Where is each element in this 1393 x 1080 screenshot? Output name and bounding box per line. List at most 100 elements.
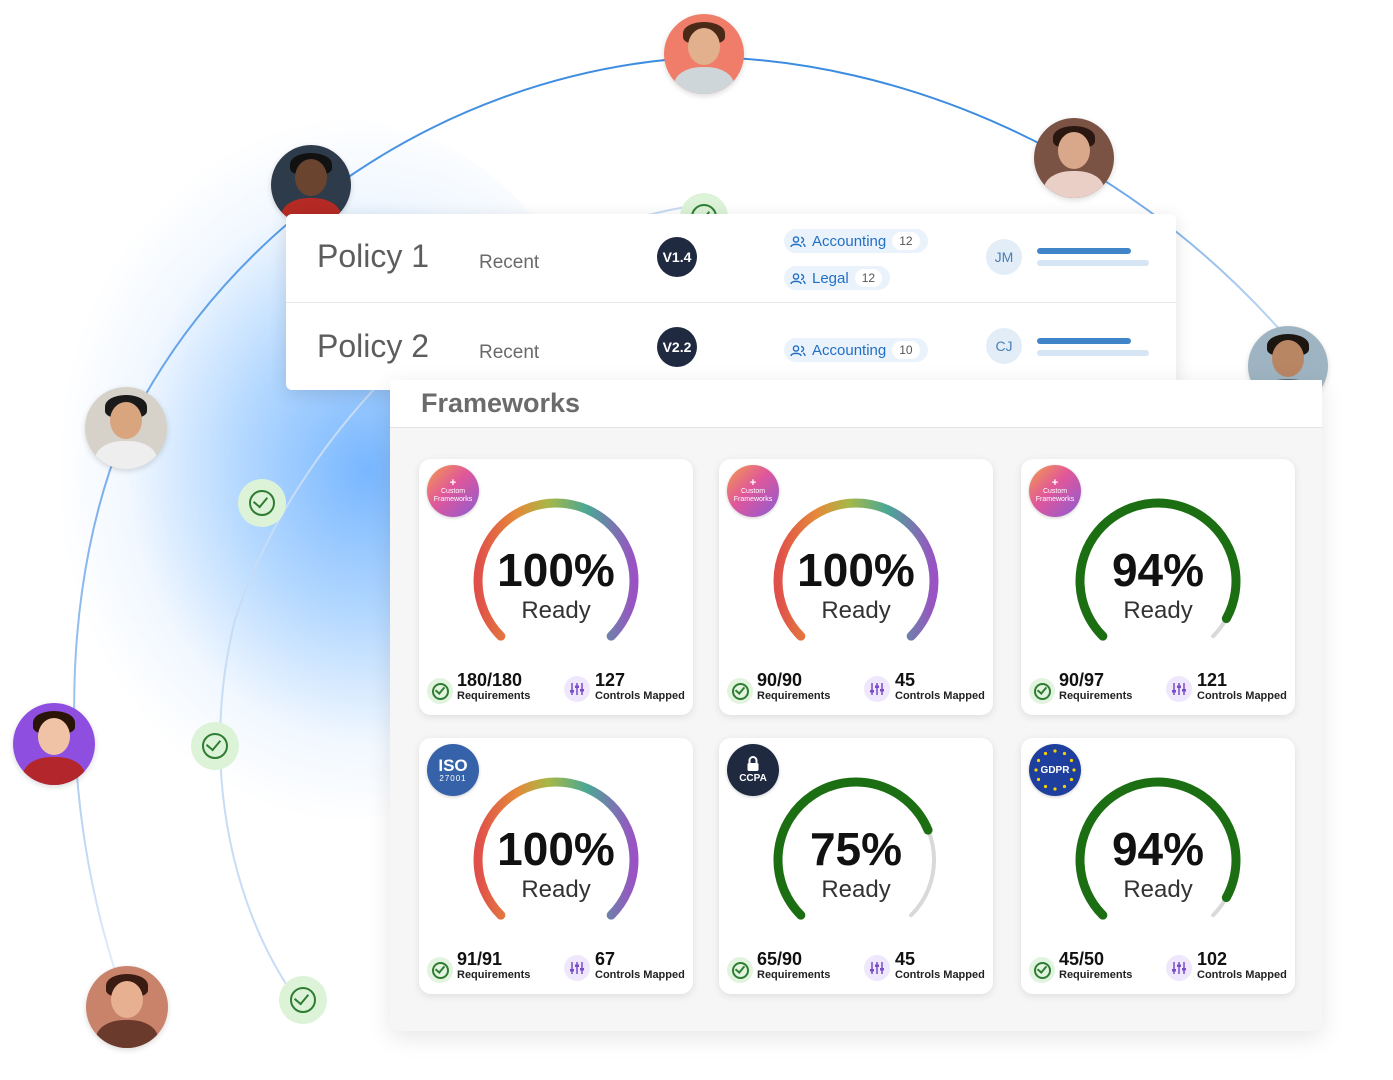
controls-sliders-icon bbox=[564, 676, 590, 702]
policy-name: Policy 2 bbox=[317, 328, 430, 364]
frameworks-header: Frameworks bbox=[390, 380, 1322, 428]
readiness-status: Ready bbox=[821, 876, 891, 903]
badge-text: 27001 bbox=[439, 774, 467, 783]
controls-sliders-icon bbox=[864, 955, 890, 981]
framework-logo: + Custom Frameworks bbox=[727, 465, 779, 517]
badge-text: Custom bbox=[1042, 487, 1068, 495]
requirements-label: Requirements bbox=[457, 969, 531, 981]
policy-row[interactable]: Policy 1 Recent V1.4 Accounting 12 Legal… bbox=[286, 214, 1176, 303]
progress-bar bbox=[1037, 248, 1131, 254]
gauge-arc bbox=[473, 777, 639, 920]
people-icon bbox=[790, 272, 806, 285]
version-badge: V1.4 bbox=[657, 237, 697, 277]
requirements-label: Requirements bbox=[757, 969, 831, 981]
controls-label: Controls Mapped bbox=[595, 969, 685, 981]
badge-text: Frameworks bbox=[1035, 495, 1075, 503]
readiness-status: Ready bbox=[521, 597, 591, 624]
framework-card[interactable]: + Custom Frameworks 100% Ready 90/90 Requireme… bbox=[719, 459, 993, 715]
badge-text: GDPR bbox=[1040, 764, 1070, 776]
version-badge: V2.2 bbox=[657, 327, 697, 367]
owner-avatar: JM bbox=[986, 239, 1022, 275]
progress-bar bbox=[1037, 338, 1131, 344]
gauge-arc bbox=[1075, 498, 1241, 641]
controls-label: Controls Mapped bbox=[1197, 690, 1287, 702]
requirements-check-icon bbox=[727, 678, 753, 704]
badge-text: Custom bbox=[440, 487, 466, 495]
controls-label: Controls Mapped bbox=[895, 969, 985, 981]
requirements-check-icon bbox=[427, 957, 453, 983]
department-tag[interactable]: Accounting 10 bbox=[784, 338, 928, 362]
requirements-count: 90/90 bbox=[757, 670, 803, 690]
framework-card[interactable]: + Custom Frameworks 100% Ready 180/180 Require… bbox=[419, 459, 693, 715]
requirements-count: 65/90 bbox=[757, 949, 803, 969]
requirements-count: 91/91 bbox=[457, 949, 503, 969]
department-count: 12 bbox=[854, 269, 883, 287]
controls-label: Controls Mapped bbox=[895, 690, 985, 702]
gauge-arc bbox=[773, 777, 933, 920]
controls-count: 67 bbox=[595, 949, 616, 969]
readiness-gauge bbox=[473, 498, 639, 641]
department-name: Accounting bbox=[812, 232, 887, 250]
department-count: 12 bbox=[892, 232, 920, 250]
check-icon bbox=[191, 722, 239, 770]
requirements-label: Requirements bbox=[457, 690, 531, 702]
badge-text: CCPA bbox=[739, 773, 767, 784]
badge-text: ISO bbox=[438, 756, 468, 775]
people-icon bbox=[790, 235, 806, 248]
progress-bar-track bbox=[1037, 260, 1149, 266]
lock-icon bbox=[746, 756, 760, 771]
policy-name: Policy 1 bbox=[317, 238, 430, 274]
frameworks-panel: Frameworks + Custom Frameworks 100% Ready 180… bbox=[390, 380, 1322, 1031]
requirements-count: 90/97 bbox=[1059, 670, 1105, 690]
framework-logo: ISO 27001 bbox=[427, 744, 479, 796]
controls-count: 45 bbox=[895, 670, 916, 690]
framework-card[interactable]: + Custom Frameworks 94% Ready 90/97 Requiremen… bbox=[1021, 459, 1295, 715]
people-icon bbox=[790, 344, 806, 357]
badge-text: Custom bbox=[740, 487, 766, 495]
policy-row[interactable]: Policy 2 Recent V2.2 Accounting 10 CJ bbox=[286, 303, 1176, 391]
avatar bbox=[271, 145, 351, 225]
eu-stars-icon bbox=[1034, 749, 1076, 791]
avatar bbox=[13, 703, 95, 785]
requirements-check-icon bbox=[1029, 957, 1055, 983]
readiness-percent: 100% bbox=[797, 544, 915, 596]
framework-logo: + Custom Frameworks bbox=[427, 465, 479, 517]
requirements-label: Requirements bbox=[757, 690, 831, 702]
department-count: 10 bbox=[892, 341, 920, 359]
readiness-gauge bbox=[473, 777, 639, 920]
framework-card[interactable]: ISO 27001 100% Ready 91/91 Requirements 67 Cont… bbox=[419, 738, 693, 994]
gauge-arc bbox=[1075, 777, 1241, 920]
controls-sliders-icon bbox=[564, 955, 590, 981]
badge-text: Frameworks bbox=[733, 495, 773, 503]
requirements-check-icon bbox=[427, 678, 453, 704]
controls-count: 127 bbox=[595, 670, 626, 690]
readiness-gauge bbox=[773, 498, 939, 641]
controls-count: 121 bbox=[1197, 670, 1228, 690]
department-tag[interactable]: Legal 12 bbox=[784, 266, 891, 290]
readiness-gauge bbox=[1075, 777, 1241, 920]
avatar bbox=[1034, 118, 1114, 198]
readiness-gauge bbox=[1075, 498, 1241, 641]
readiness-gauge bbox=[773, 777, 936, 920]
controls-sliders-icon bbox=[1166, 676, 1192, 702]
controls-count: 102 bbox=[1197, 949, 1228, 969]
check-icon bbox=[279, 976, 327, 1024]
framework-card[interactable]: GDPR 94% Ready 45/50 Requirements 102 Controls… bbox=[1021, 738, 1295, 994]
department-name: Accounting bbox=[812, 341, 887, 359]
requirements-count: 180/180 bbox=[457, 670, 523, 690]
requirements-check-icon bbox=[727, 957, 753, 983]
readiness-status: Ready bbox=[1123, 597, 1193, 624]
controls-sliders-icon bbox=[1166, 955, 1192, 981]
badge-text: Frameworks bbox=[433, 495, 473, 503]
framework-card[interactable]: CCPA 75% Ready 65/90 Requirements 45 Controls … bbox=[719, 738, 993, 994]
readiness-percent: 94% bbox=[1111, 544, 1205, 596]
check-icon bbox=[238, 479, 286, 527]
avatar bbox=[85, 387, 167, 469]
policy-status: Recent bbox=[479, 342, 540, 363]
readiness-percent: 100% bbox=[497, 823, 615, 875]
framework-logo: CCPA bbox=[727, 744, 779, 796]
controls-label: Controls Mapped bbox=[595, 690, 685, 702]
department-tag[interactable]: Accounting 12 bbox=[784, 229, 928, 253]
gauge-arc bbox=[773, 498, 939, 641]
controls-label: Controls Mapped bbox=[1197, 969, 1287, 981]
